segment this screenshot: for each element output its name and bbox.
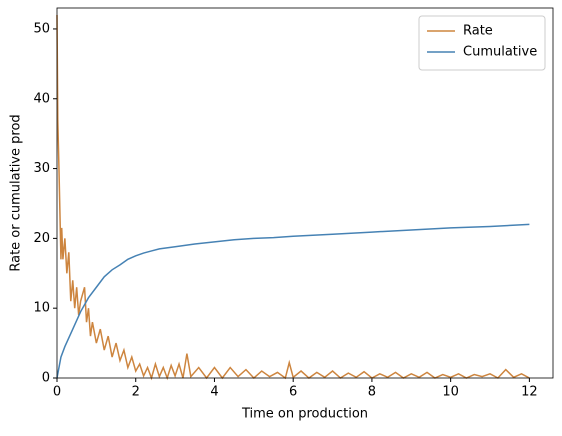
legend-box <box>418 15 546 71</box>
x-tick-label: 8 <box>368 385 376 400</box>
y-tick-label: 40 <box>33 91 50 106</box>
legend-label: Rate <box>463 24 493 39</box>
x-tick-label: 12 <box>521 385 538 400</box>
x-tick-label: 4 <box>210 385 218 400</box>
legend-label: Cumulative <box>463 45 537 60</box>
y-tick-label: 20 <box>33 231 50 246</box>
x-tick-label: 2 <box>132 385 140 400</box>
x-tick-label: 6 <box>289 385 297 400</box>
x-axis-label: Time on production <box>241 407 368 422</box>
y-tick-label: 30 <box>33 161 50 176</box>
y-tick-label: 10 <box>33 301 50 316</box>
plot-frame <box>56 7 554 379</box>
y-axis-label: Rate or cumulative prod <box>9 114 24 271</box>
y-tick-label: 0 <box>42 371 50 386</box>
x-tick-label: 10 <box>442 385 459 400</box>
x-tick-label: 0 <box>53 385 61 400</box>
series-line <box>56 223 530 379</box>
y-tick-label: 50 <box>33 21 50 36</box>
series-line <box>56 14 530 381</box>
